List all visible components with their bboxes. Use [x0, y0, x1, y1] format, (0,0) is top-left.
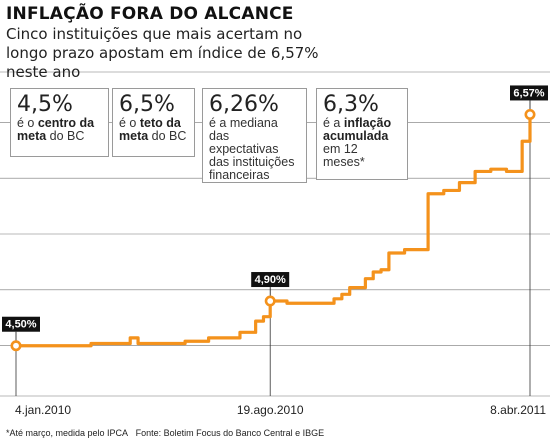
info-box-accumulated-inflation: 6,3% é a inflação acumulada em 12 meses*: [316, 88, 408, 180]
info-box-value: 6,5%: [119, 92, 175, 117]
info-box-run: em 12 meses*: [323, 142, 365, 169]
info-box-run: é a mediana das expectativas das institu…: [209, 116, 295, 182]
footnote-source: Fonte: Boletim Focus do Banco Central e …: [135, 428, 325, 438]
info-box-value: 6,26%: [209, 92, 279, 117]
info-box-run: é o: [119, 116, 140, 130]
info-box-ceiling-target: 6,5% é o teto da meta do BC: [112, 88, 195, 157]
callout-label: 6,57%: [513, 87, 544, 99]
callout-box: [510, 85, 548, 101]
footnote-note: *Até março, medida pelo IPCA: [6, 428, 129, 438]
x-tick-label: 8.abr.2011: [490, 403, 546, 417]
chart-subtitle: Cinco instituições que mais acertam no l…: [6, 25, 319, 81]
data-point-marker: [264, 295, 276, 307]
info-box-highlight: inflação acumulada: [323, 116, 392, 143]
info-box-median-expectation: 6,26% é a mediana das expectativas das i…: [202, 88, 307, 183]
callout-box: [251, 272, 290, 288]
info-box-highlight: teto da meta: [119, 116, 181, 143]
info-box-run: do BC: [148, 129, 187, 143]
callout-label: 4,50%: [5, 319, 36, 331]
chart-title: INFLAÇÃO FORA DO ALCANCE: [6, 4, 294, 24]
info-box-text: é a inflação acumulada em 12 meses*: [323, 117, 401, 169]
data-point-marker: [10, 340, 22, 352]
x-tick-label: 19.ago.2010: [237, 403, 304, 417]
series-line: [16, 114, 532, 348]
footnote: *Até março, medida pelo IPCA Fonte: Bole…: [6, 428, 324, 438]
info-box-text: é o teto da meta do BC: [119, 117, 188, 143]
data-point-marker: [524, 108, 536, 120]
callout-label: 4,90%: [255, 274, 286, 286]
x-tick-label: 4.jan.2010: [15, 403, 71, 417]
info-box-run: é o: [17, 116, 38, 130]
info-box-text: é a mediana das expectativas das institu…: [209, 117, 300, 182]
info-box-center-target: 4,5% é o centro da meta do BC: [10, 88, 109, 157]
callout-box: [2, 316, 40, 332]
info-box-value: 6,3%: [323, 92, 379, 117]
info-box-value: 4,5%: [17, 92, 73, 117]
info-box-text: é o centro da meta do BC: [17, 117, 102, 143]
info-box-run: é a: [323, 116, 344, 130]
info-box-run: do BC: [46, 129, 85, 143]
info-box-highlight: centro da meta: [17, 116, 95, 143]
